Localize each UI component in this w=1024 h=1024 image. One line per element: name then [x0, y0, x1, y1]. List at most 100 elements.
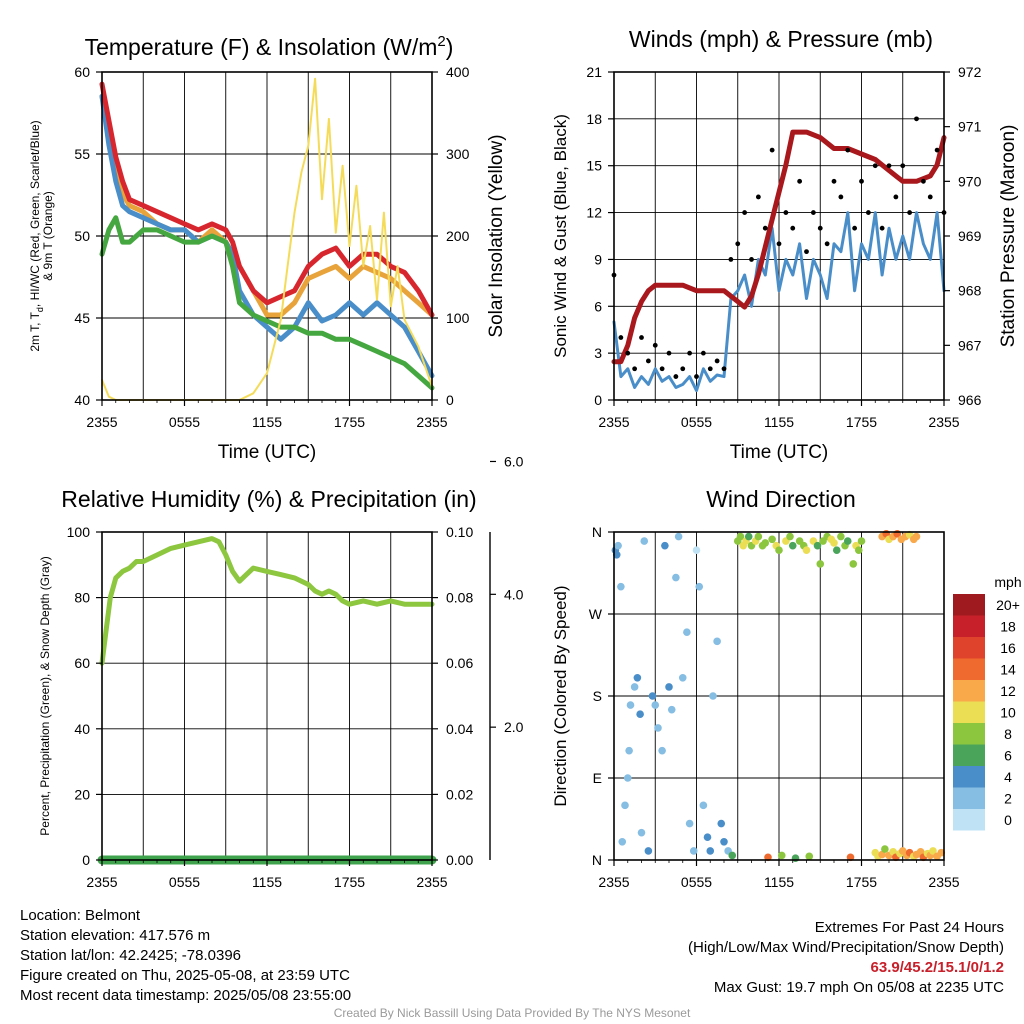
y2-tick-label: 0.00: [446, 852, 473, 868]
ylabel-subscript: d: [35, 307, 45, 312]
y2-tick-label: 968: [958, 283, 982, 299]
x-tick-label: 2355: [416, 414, 447, 430]
gust-point: [687, 350, 693, 356]
direction-point: [654, 724, 662, 732]
x-tick-label: 2355: [928, 414, 959, 430]
direction-point: [658, 746, 666, 755]
direction-point: [644, 847, 653, 855]
gust-point: [804, 249, 809, 255]
x-tick-label: 2355: [86, 414, 117, 430]
legend-swatch: [953, 637, 985, 659]
legend-swatch: [953, 787, 985, 809]
direction-point: [849, 560, 858, 568]
y-tick-label: 15: [586, 158, 602, 174]
direction-point: [633, 673, 642, 682]
direction-point: [699, 801, 708, 810]
direction-point: [695, 582, 704, 591]
y-tick-label: 80: [74, 590, 90, 606]
legend-label: 6: [1004, 747, 1012, 763]
title-end: ): [446, 34, 454, 60]
legend-label: 8: [1004, 726, 1012, 742]
y-tick-label: N: [592, 852, 602, 868]
gust-point: [865, 210, 871, 215]
y2-tick-label: 200: [446, 228, 470, 244]
x-tick-label: 0555: [169, 414, 200, 430]
legend-swatch: [953, 615, 985, 637]
gust-point: [845, 147, 851, 153]
gust-point: [680, 366, 686, 372]
x-tick-label: 2355: [416, 874, 447, 890]
y-tick-label: 60: [74, 655, 90, 671]
direction-point: [685, 819, 694, 828]
panel-title: Relative Humidity (%) & Precipitation (i…: [61, 486, 476, 512]
gust-point: [721, 366, 727, 372]
gust-point: [666, 350, 672, 356]
direction-point: [667, 705, 676, 714]
y2-tick-label: 966: [958, 392, 982, 408]
extremes-info: Extremes For Past 24 Hours (High/Low/Max…: [688, 918, 1004, 998]
direction-point: [672, 573, 680, 582]
snow-tick-label: 6.0: [504, 453, 524, 469]
gust-point: [886, 163, 892, 169]
max-gust-text: Max Gust: 19.7 mph On 05/08 at 2235 UTC: [713, 979, 1004, 996]
direction-point: [761, 539, 770, 547]
gust-point: [632, 366, 638, 372]
direction-point: [612, 550, 621, 559]
series-line-0: [99, 536, 435, 666]
y2-tick-label: 0.08: [446, 590, 473, 606]
y-tick-label: 100: [67, 524, 91, 540]
direction-point: [788, 541, 797, 550]
series-line-1: [611, 129, 947, 365]
legend-label: 0: [1004, 812, 1012, 828]
x-tick-label: 2355: [928, 874, 959, 890]
recent-text: Most recent data timestamp: 2025/05/08 2…: [20, 987, 352, 1004]
direction-point: [777, 851, 786, 860]
y2-tick-label: 300: [446, 146, 470, 162]
gust-point: [735, 241, 741, 247]
direction-point: [786, 532, 794, 541]
y2-tick-label: 971: [958, 119, 982, 135]
direction-point: [805, 852, 814, 861]
direction-point: [614, 541, 622, 550]
gust-point: [900, 163, 906, 169]
x-axis-label: Time (UTC): [218, 442, 317, 463]
y-axis-label: Direction (Colored By Speed): [551, 585, 570, 806]
y2-tick-label: 0.02: [446, 786, 473, 802]
direction-point: [661, 541, 669, 550]
x-tick-label: 1155: [764, 414, 794, 430]
direction-point: [744, 532, 753, 541]
legend-label: 18: [1000, 618, 1016, 634]
gust-point: [893, 194, 899, 200]
y-tick-label: 3: [594, 345, 602, 361]
gust-point: [707, 366, 713, 372]
direction-point: [630, 683, 639, 691]
y-tick-label: 6: [594, 298, 602, 314]
gust-point: [859, 178, 864, 184]
y-tick-label: 0: [594, 392, 602, 408]
legend-title: mph: [994, 574, 1021, 590]
direction-point: [692, 546, 701, 555]
y-tick-label: 40: [74, 721, 90, 737]
y-tick-label: 60: [74, 64, 90, 80]
elevation-text: Station elevation: 417.576 m: [20, 927, 211, 944]
direction-point: [651, 701, 660, 709]
legend-label: 4: [1004, 769, 1012, 785]
gust-point: [907, 210, 913, 215]
gust-point: [920, 178, 926, 184]
y-axis-label: Percent, Precipitation (Green), & Snow D…: [38, 556, 52, 835]
legend-label: 16: [1000, 640, 1016, 656]
legend-label: 20+: [996, 597, 1020, 613]
extremes-values: 63.9/45.2/15.1/0/1.2: [870, 959, 1004, 976]
direction-point: [830, 539, 838, 547]
direction-point: [768, 535, 776, 544]
direction-point: [626, 701, 635, 709]
direction-point: [764, 853, 772, 862]
direction-point: [689, 847, 698, 855]
gust-point: [755, 194, 761, 200]
gust-point: [769, 147, 775, 153]
gust-point: [797, 178, 803, 184]
x-tick-label: 0555: [681, 414, 712, 430]
legend-label: 14: [1000, 661, 1016, 677]
y2-tick-label: 969: [958, 228, 982, 244]
